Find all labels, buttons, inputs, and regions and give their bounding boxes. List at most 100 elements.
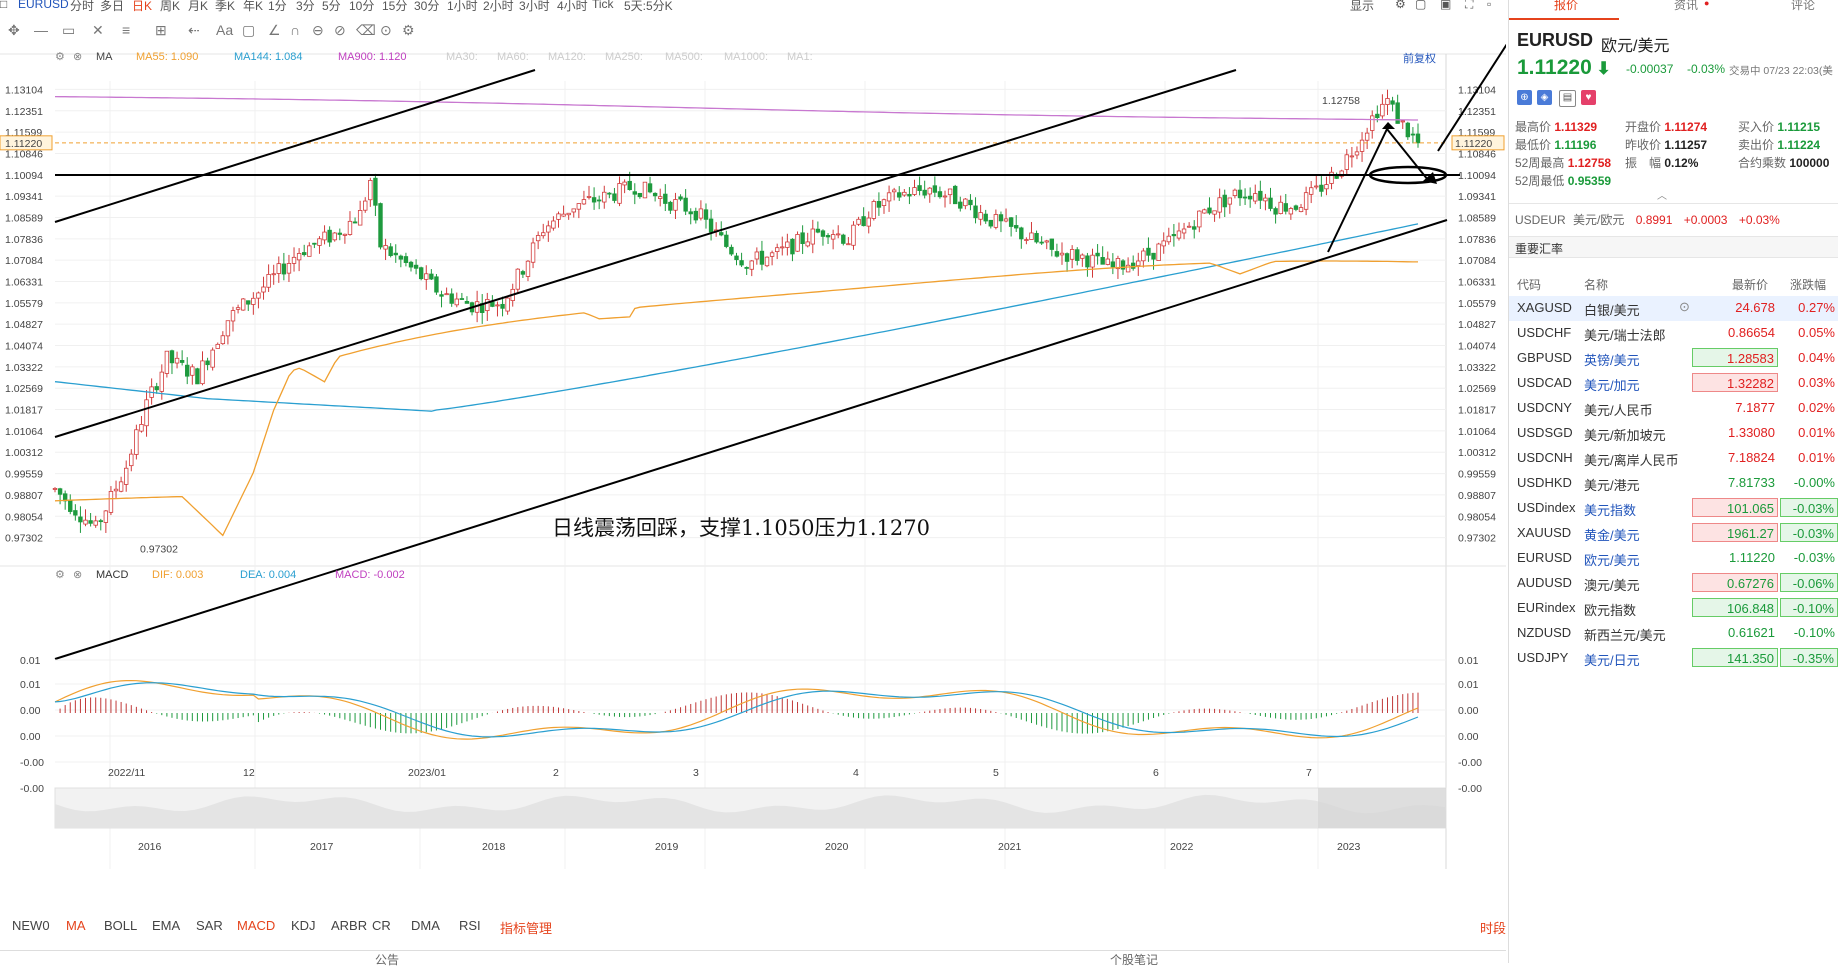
period-8[interactable]: 3分 (296, 0, 315, 13)
period-3[interactable]: 周K (160, 0, 181, 13)
rate-row[interactable]: USDHKD 美元/港元 7.81733 -0.00% (1509, 471, 1838, 496)
doc-icon[interactable]: ▤ (1559, 90, 1576, 107)
period-13[interactable]: 1小时 (447, 0, 478, 13)
rate-row[interactable]: EURindex 欧元指数 106.848 -0.10% (1509, 596, 1838, 621)
rate-row[interactable]: USDCAD 美元/加元 1.32282 0.03% (1509, 371, 1838, 396)
settings-icon[interactable]: ⚙ (402, 22, 415, 38)
fullscreen-icon[interactable]: ⛶ (1465, 0, 1474, 11)
display-menu[interactable]: 显示 (1350, 0, 1375, 13)
tab-quote[interactable]: 报价 (1554, 0, 1579, 12)
notes-label[interactable]: 个股笔记 (1110, 953, 1159, 967)
period-1[interactable]: 多日 (100, 0, 125, 13)
indicator-tab[interactable]: MACD (237, 918, 276, 933)
candle (724, 230, 729, 249)
arrow-tool-icon[interactable]: ⇠ (188, 22, 200, 38)
period-4[interactable]: 月K (188, 0, 209, 13)
rate-row[interactable]: USDJPY 美元/日元 141.350 -0.35% (1509, 646, 1838, 671)
period-10[interactable]: 10分 (349, 0, 375, 13)
rate-row[interactable]: AUDUSD 澳元/美元 0.67276 -0.06% (1509, 571, 1838, 596)
header-code[interactable]: 代码 (1517, 278, 1542, 292)
period-9[interactable]: 5分 (322, 0, 341, 13)
related-quote[interactable]: USDEUR 美元/欧元 0.8991 +0.0003 +0.03% (1515, 213, 1780, 227)
indicator-tab[interactable]: SAR (196, 918, 223, 933)
heart-icon[interactable]: ♥ (1581, 90, 1596, 105)
line-tool-icon[interactable]: — (34, 22, 48, 38)
period-0[interactable]: 分时 (70, 0, 95, 13)
period-12[interactable]: 30分 (414, 0, 440, 13)
rate-row[interactable]: XAUUSD 黄金/美元 1961.27 -0.03% (1509, 521, 1838, 546)
indicator-tab[interactable]: ARBR (331, 918, 368, 933)
indicator-tab[interactable]: BOLL (104, 918, 138, 933)
candle (546, 220, 551, 242)
rate-row[interactable]: GBPUSD 英镑/美元 1.28583 0.04% (1509, 346, 1838, 371)
angle-tool-icon[interactable]: ∠ (268, 22, 281, 38)
rate-row[interactable]: XAGUSD 白银/美元 ⊙ 24.678 0.27% (1509, 296, 1838, 321)
indicator-tab[interactable]: 指标管理 (500, 921, 553, 936)
rect-tool-icon[interactable]: ▭ (62, 22, 76, 38)
period-14[interactable]: 2小时 (483, 0, 514, 13)
trendlines[interactable] (54, 44, 1506, 660)
period-18[interactable]: 5天:5分K (624, 0, 673, 13)
candle (973, 197, 978, 224)
collapse-icon[interactable]: ︿ (1657, 191, 1667, 202)
header-name[interactable]: 名称 (1584, 278, 1609, 292)
lock-icon[interactable]: ⊘ (334, 22, 346, 38)
main-chart[interactable]: ⚙ ⊗ MA MA55: 1.090 MA144: 1.084 MA900: 1.120 M… (0, 44, 1506, 914)
link-icon[interactable]: ⊙ (380, 22, 392, 38)
price-tick-left: 1.08589 (5, 212, 43, 224)
indicator-tab[interactable]: NEW0 (12, 918, 50, 933)
indicator-tab[interactable]: EMA (152, 918, 181, 933)
rate-row[interactable]: USDCNH 美元/离岸人民币 7.18824 0.01% (1509, 446, 1838, 471)
candle (1217, 188, 1222, 219)
camera-icon[interactable]: ▣ (1440, 0, 1452, 11)
indicator-tab[interactable]: CR (372, 918, 391, 933)
settings-icon[interactable]: ⚙ (1395, 0, 1406, 11)
note-tool-icon[interactable]: ▢ (242, 22, 256, 38)
layout-icon[interactable]: ▢ (1415, 0, 1427, 11)
candle (566, 212, 571, 220)
move-icon[interactable]: ✥ (8, 22, 20, 38)
period-2[interactable]: 日K (132, 0, 153, 13)
indicator-tab[interactable]: KDJ (291, 918, 316, 933)
measure-tool-icon[interactable]: ⊞ (155, 22, 167, 38)
candle (1136, 252, 1141, 276)
period-6[interactable]: 年K (243, 0, 264, 13)
trash-icon[interactable]: ⌫ (356, 22, 376, 38)
drawing-toolbar: ✥ — ▭ ✕ ≡ ⊞ ⇠ Aa ▢ ∠ ∩ ⊖ ⊘ ⌫ ⊙ ⚙ (0, 22, 500, 44)
symbol-label[interactable]: EURUSD (18, 0, 69, 11)
tab-news[interactable]: 资讯 (1674, 0, 1699, 12)
adjust-button[interactable]: 前复权 (1403, 51, 1436, 65)
magnet-icon[interactable]: ∩ (290, 22, 301, 38)
rate-row[interactable]: USDCHF 美元/瑞士法郎 0.86654 0.05% (1509, 321, 1838, 346)
time-share-button[interactable]: 时段 (1480, 921, 1507, 936)
overview-window[interactable] (1318, 788, 1446, 828)
period-15[interactable]: 3小时 (519, 0, 550, 13)
indicator-tab[interactable]: RSI (459, 918, 481, 933)
fib-tool-icon[interactable]: ≡ (122, 22, 131, 38)
cross-tool-icon[interactable]: ✕ (92, 22, 104, 38)
close-icon[interactable]: ▫ (1487, 0, 1492, 11)
tab-comments[interactable]: 评论 (1791, 0, 1816, 12)
notice-label[interactable]: 公告 (375, 953, 400, 967)
eye-icon[interactable]: ⊖ (312, 22, 324, 38)
rate-row[interactable]: USDindex 美元指数 101.065 -0.03% (1509, 496, 1838, 521)
header-change[interactable]: 涨跌幅 (1790, 278, 1827, 292)
indicator-tab[interactable]: DMA (411, 918, 440, 933)
period-5[interactable]: 季K (215, 0, 236, 13)
indicator-tab[interactable]: MA (66, 918, 86, 933)
price-change: -0.00037 (1626, 62, 1674, 76)
period-16[interactable]: 4小时 (557, 0, 588, 13)
period-7[interactable]: 1分 (268, 0, 287, 13)
period-17[interactable]: Tick (592, 0, 614, 11)
add-icon[interactable]: ⊕ (1517, 90, 1532, 105)
rate-row[interactable]: NZDUSD 新西兰元/美元 0.61621 -0.10% (1509, 621, 1838, 646)
text-tool-icon[interactable]: Aa (216, 22, 234, 38)
candle (1237, 180, 1243, 206)
rate-row[interactable]: USDCNY 美元/人民币 7.1877 0.02% (1509, 396, 1838, 421)
header-price[interactable]: 最新价 (1732, 278, 1769, 292)
rate-code: NZDUSD (1517, 625, 1572, 640)
tag-icon[interactable]: ◈ (1537, 90, 1552, 105)
rate-row[interactable]: USDSGD 美元/新加坡元 1.33080 0.01% (1509, 421, 1838, 446)
rate-row[interactable]: EURUSD 欧元/美元 1.11220 -0.03% (1509, 546, 1838, 571)
period-11[interactable]: 15分 (382, 0, 408, 13)
